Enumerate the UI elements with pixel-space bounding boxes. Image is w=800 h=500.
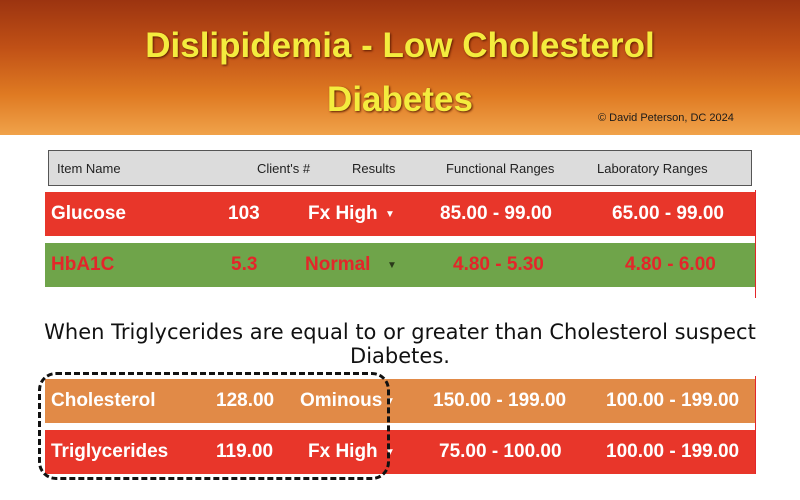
row-laboratory-range: 100.00 - 199.00	[606, 441, 740, 462]
row-functional-range: 85.00 - 99.00	[440, 203, 552, 224]
row-result: Fx High	[308, 203, 378, 224]
row-functional-range: 150.00 - 199.00	[433, 390, 567, 411]
header-clients-number: Client's #	[257, 161, 311, 176]
row-item-name: Cholesterol	[51, 390, 156, 411]
row-client-value: 119.00	[216, 441, 274, 462]
highlight-box	[38, 372, 390, 480]
table-header: Item Name Client's # Results Functional …	[48, 150, 752, 186]
row-laboratory-range: 4.80 - 6.00	[625, 254, 716, 275]
row-result: Fx High	[308, 441, 378, 462]
result-dropdown-icon[interactable]: ▼	[387, 260, 397, 271]
header-laboratory-ranges: Laboratory Ranges	[597, 161, 708, 176]
header-functional-ranges: Functional Ranges	[446, 161, 555, 176]
header-results: Results	[352, 161, 396, 176]
row-item-name: HbA1C	[51, 254, 115, 275]
copyright-notice: © David Peterson, DC 2024	[598, 112, 734, 124]
title-line-1: Dislipidemia - Low Cholesterol	[145, 26, 655, 65]
row-result: Normal	[305, 254, 371, 275]
result-dropdown-icon[interactable]: ▼	[385, 209, 395, 220]
row-result: Ominous	[300, 390, 383, 411]
row-border-marker	[755, 376, 756, 474]
table-row-glucose: Glucose 103 Fx High ▼ 85.00 - 99.00 65.0…	[45, 192, 755, 236]
table-row-hba1c: HbA1C 5.3 Normal ▼ 4.80 - 5.30 4.80 - 6.…	[45, 243, 755, 287]
row-laboratory-range: 65.00 - 99.00	[612, 203, 724, 224]
header-item-name: Item Name	[57, 161, 121, 176]
title-banner: Dislipidemia - Low Cholesterol Diabetes …	[0, 0, 800, 135]
title-line-2: Diabetes	[327, 80, 473, 119]
row-functional-range: 75.00 - 100.00	[439, 441, 562, 462]
diabetes-note: When Triglycerides are equal to or great…	[44, 320, 756, 368]
row-client-value: 5.3	[231, 254, 258, 275]
row-border-marker	[755, 190, 756, 298]
row-item-name: Glucose	[51, 203, 126, 224]
row-laboratory-range: 100.00 - 199.00	[606, 390, 740, 411]
row-item-name: Triglycerides	[51, 441, 169, 462]
row-functional-range: 4.80 - 5.30	[453, 254, 544, 275]
row-client-value: 128.00	[216, 390, 275, 411]
row-client-value: 103	[228, 203, 260, 224]
